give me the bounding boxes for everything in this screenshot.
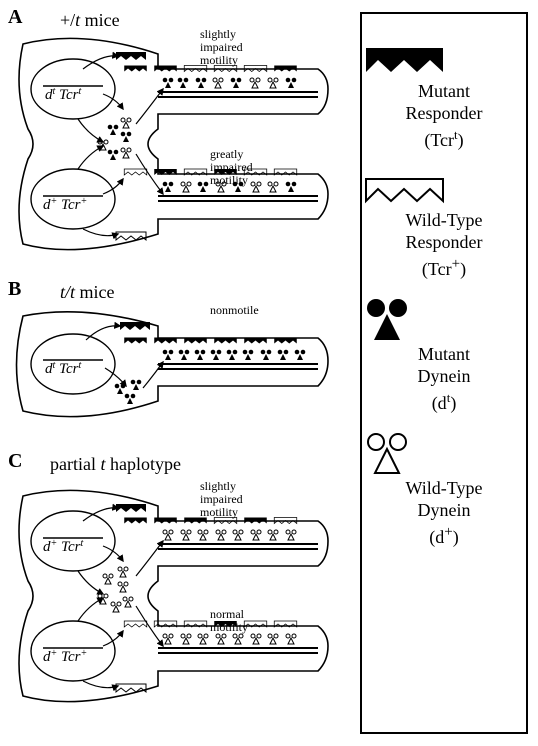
legend-text: (Tcr xyxy=(422,259,452,279)
legend-item-wt-dynein: Wild-Type Dynein (d+) xyxy=(362,432,526,548)
svg-text:d+ Tcr+: d+ Tcr+ xyxy=(43,648,87,665)
panel-letter-b: B xyxy=(8,278,21,301)
legend-text: Wild-Type xyxy=(406,478,483,498)
title-text: mice xyxy=(75,282,114,302)
title-text: mice xyxy=(80,10,119,30)
legend-text: Dynein xyxy=(418,366,471,386)
panel-letter-a: A xyxy=(8,6,22,29)
svg-text:d+ Tcr+: d+ Tcr+ xyxy=(43,196,87,213)
legend-text: (d xyxy=(429,527,444,547)
legend-text: Responder xyxy=(406,232,483,252)
svg-text:d+ Tcrt: d+ Tcrt xyxy=(43,538,83,555)
legend-box: Mutant Responder (Tcrt) Wild-Type Respon… xyxy=(360,12,528,734)
legend-text: (d xyxy=(432,393,447,413)
legend-text: Dynein xyxy=(418,500,471,520)
legend-item-mutant-responder: Mutant Responder (Tcrt) xyxy=(362,40,526,151)
legend-text: Mutant xyxy=(418,344,470,364)
title-text: partial xyxy=(50,454,100,474)
legend-text: (Tcr xyxy=(424,130,454,150)
panel-b-diagram: dt Tcrt xyxy=(8,306,338,426)
wt-responder-icon xyxy=(362,169,447,209)
legend-item-wt-responder: Wild-Type Responder (Tcr+) xyxy=(362,169,526,280)
mutant-responder-icon xyxy=(362,40,447,80)
legend-text: ) xyxy=(460,259,466,279)
legend-label: Mutant Dynein (dt) xyxy=(362,343,526,414)
svg-text:dt Tcrt: dt Tcrt xyxy=(45,360,82,377)
legend-text: Wild-Type xyxy=(406,210,483,230)
panel-c-diagram: d+ Tcrt d+ Tcr+ xyxy=(8,486,338,711)
legend-sup: + xyxy=(444,524,452,540)
title-ital: t/t xyxy=(60,282,75,302)
panel-title-c: partial t haplotype xyxy=(50,454,181,475)
legend-sup: + xyxy=(452,256,460,272)
legend-text: ) xyxy=(450,393,456,413)
title-text: haplotype xyxy=(106,454,181,474)
wt-dynein-icon xyxy=(362,432,412,477)
legend-text: Responder xyxy=(406,103,483,123)
legend-item-mutant-dynein: Mutant Dynein (dt) xyxy=(362,298,526,414)
panel-title-b: t/t mice xyxy=(60,282,115,303)
panel-a-diagram: dt Tcrt d+ Tcr+ xyxy=(8,34,338,254)
mutant-dynein-icon xyxy=(362,298,412,343)
figure-page: Mutant Responder (Tcrt) Wild-Type Respon… xyxy=(0,0,538,746)
legend-label: Mutant Responder (Tcrt) xyxy=(362,80,526,151)
legend-text: ) xyxy=(453,527,459,547)
title-text: +/ xyxy=(60,10,75,30)
legend-text: ) xyxy=(458,130,464,150)
legend-label: Wild-Type Responder (Tcr+) xyxy=(362,209,526,280)
panel-title-a: +/t mice xyxy=(60,10,120,31)
legend-label: Wild-Type Dynein (d+) xyxy=(362,477,526,548)
panel-letter-c: C xyxy=(8,450,22,473)
legend-text: Mutant xyxy=(418,81,470,101)
svg-text:dt Tcrt: dt Tcrt xyxy=(45,86,82,103)
